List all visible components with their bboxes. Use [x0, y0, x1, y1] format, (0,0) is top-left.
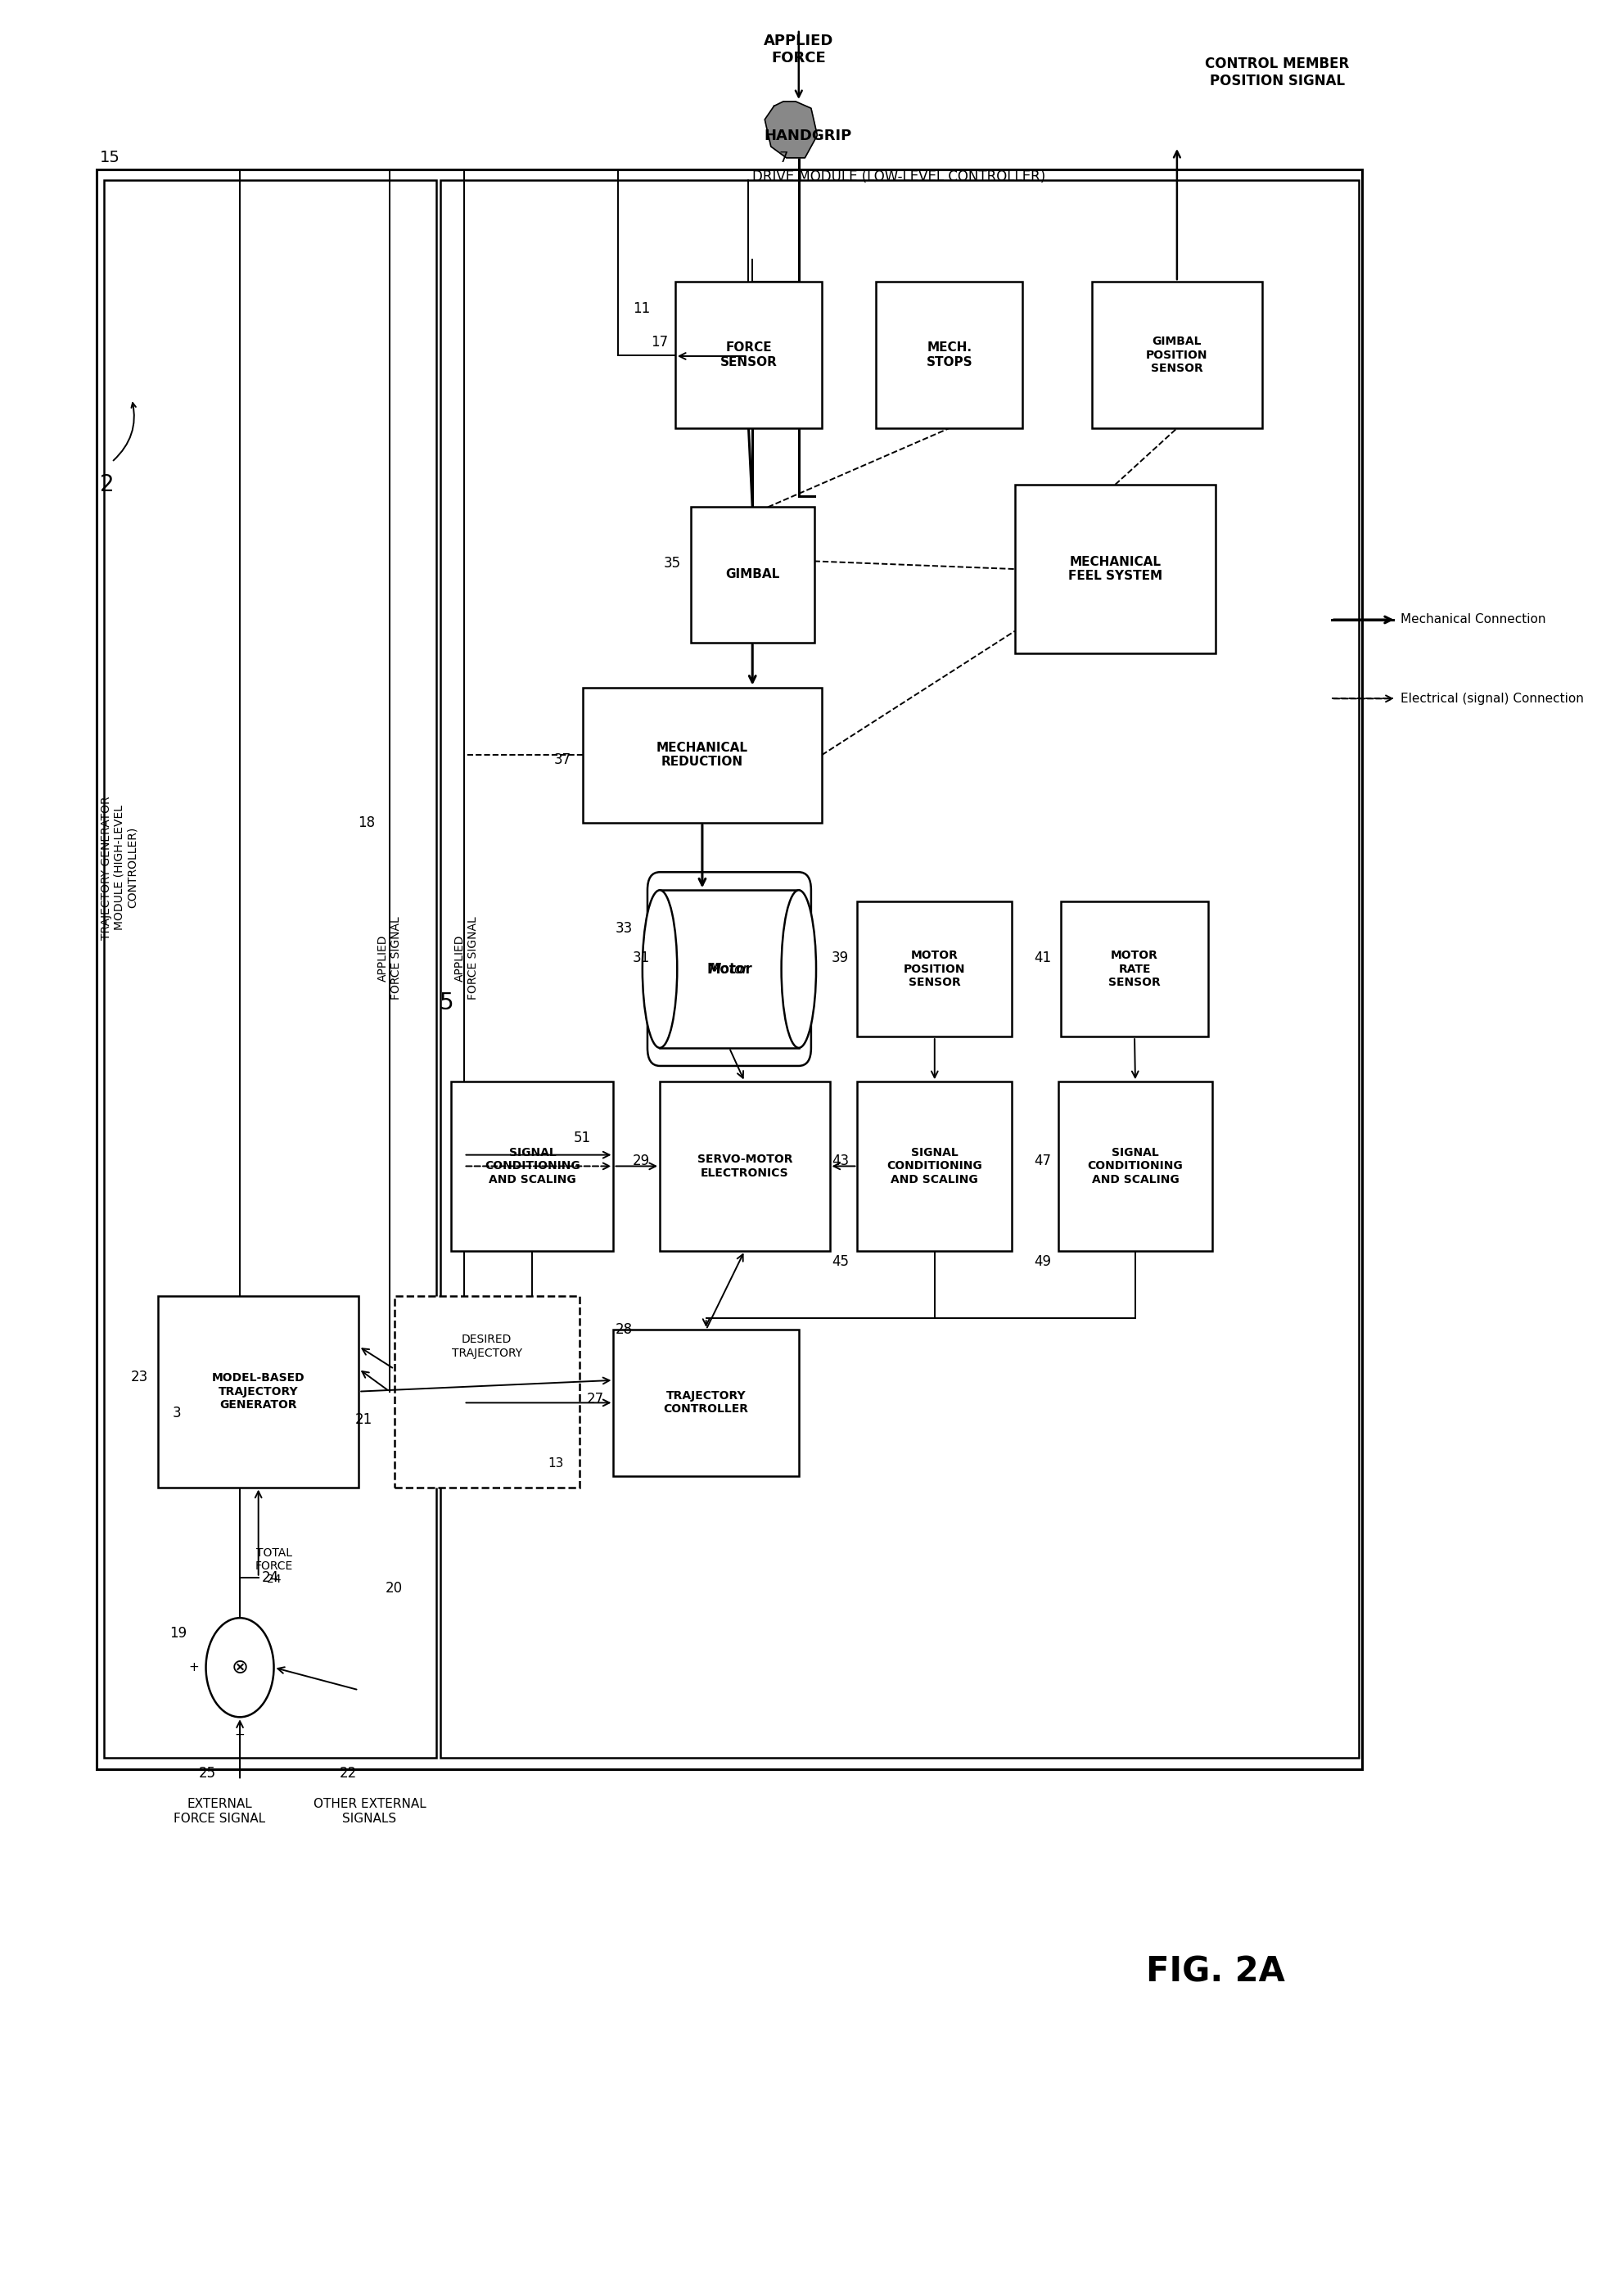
Text: Motor: Motor [706, 963, 752, 976]
Bar [1015, 485, 1216, 653]
Bar [96, 168, 1363, 1768]
Text: SERVO-MOTOR
ELECTRONICS: SERVO-MOTOR ELECTRONICS [697, 1154, 793, 1179]
FancyBboxPatch shape [648, 872, 810, 1065]
Text: CONTROL MEMBER
POSITION SIGNAL: CONTROL MEMBER POSITION SIGNAL [1205, 57, 1350, 89]
Text: TOTAL
FORCE
24: TOTAL FORCE 24 [255, 1548, 294, 1584]
Text: MECHANICAL
REDUCTION: MECHANICAL REDUCTION [656, 742, 749, 769]
Bar [158, 1295, 359, 1486]
Bar [875, 282, 1023, 428]
Text: TRAJECTORY GENERATOR
MODULE (HIGH-LEVEL
CONTROLLER): TRAJECTORY GENERATOR MODULE (HIGH-LEVEL … [101, 797, 138, 940]
Text: DRIVE MODULE (LOW-LEVEL CONTROLLER): DRIVE MODULE (LOW-LEVEL CONTROLLER) [752, 168, 1046, 184]
Text: +: + [234, 1730, 245, 1741]
Text: SIGNAL
CONDITIONING
AND SCALING: SIGNAL CONDITIONING AND SCALING [887, 1147, 983, 1186]
Text: DESIRED
TRAJECTORY: DESIRED TRAJECTORY [451, 1334, 523, 1359]
Text: 20: 20 [385, 1582, 403, 1595]
Text: Motor: Motor [710, 963, 749, 976]
Text: FORCE
SENSOR: FORCE SENSOR [719, 341, 778, 369]
Text: MECHANICAL
FEEL SYSTEM: MECHANICAL FEEL SYSTEM [1069, 555, 1163, 583]
Text: FIG. 2A: FIG. 2A [1147, 1955, 1285, 1989]
Text: MODEL-BASED
TRAJECTORY
GENERATOR: MODEL-BASED TRAJECTORY GENERATOR [211, 1372, 305, 1411]
Bar [440, 180, 1359, 1757]
Text: 15: 15 [101, 150, 120, 166]
Bar [857, 1081, 1012, 1252]
Text: APPLIED
FORCE SIGNAL: APPLIED FORCE SIGNAL [455, 915, 479, 999]
Bar [451, 1081, 614, 1252]
Text: 35: 35 [664, 555, 680, 571]
Bar [1091, 282, 1262, 428]
Text: 2: 2 [99, 473, 114, 496]
Text: 24: 24 [261, 1570, 279, 1584]
Bar [1059, 1081, 1213, 1252]
Text: 7: 7 [778, 150, 788, 166]
Text: MECH.
STOPS: MECH. STOPS [926, 341, 973, 369]
Text: 37: 37 [554, 751, 572, 767]
Text: 43: 43 [831, 1154, 849, 1168]
Text: SIGNAL
CONDITIONING
AND SCALING: SIGNAL CONDITIONING AND SCALING [484, 1147, 580, 1186]
Bar [676, 282, 822, 428]
Text: EXTERNAL
FORCE SIGNAL: EXTERNAL FORCE SIGNAL [174, 1798, 266, 1825]
Bar [614, 1329, 799, 1477]
Text: MOTOR
POSITION
SENSOR: MOTOR POSITION SENSOR [903, 949, 966, 988]
Text: 21: 21 [354, 1413, 372, 1427]
Text: APPLIED
FORCE: APPLIED FORCE [763, 34, 833, 66]
Bar [104, 180, 435, 1757]
Text: ⊗: ⊗ [231, 1657, 248, 1677]
Text: 41: 41 [1034, 951, 1051, 965]
Text: Mechanical Connection: Mechanical Connection [1402, 615, 1546, 626]
Text: 17: 17 [651, 335, 669, 351]
Bar [659, 890, 799, 1047]
Text: 19: 19 [169, 1627, 187, 1641]
Bar [1060, 901, 1208, 1036]
Text: 31: 31 [633, 951, 650, 965]
Text: 11: 11 [633, 300, 650, 316]
Text: 23: 23 [132, 1370, 148, 1384]
Text: 13: 13 [549, 1457, 564, 1470]
Ellipse shape [781, 890, 817, 1047]
Text: 27: 27 [586, 1393, 604, 1407]
Text: 28: 28 [615, 1322, 633, 1336]
Text: 45: 45 [831, 1254, 849, 1270]
Text: 51: 51 [573, 1131, 591, 1145]
Text: MOTOR
RATE
SENSOR: MOTOR RATE SENSOR [1109, 949, 1161, 988]
Text: 5: 5 [440, 992, 455, 1015]
Text: TRAJECTORY
CONTROLLER: TRAJECTORY CONTROLLER [664, 1391, 749, 1416]
Bar [857, 901, 1012, 1036]
Text: 3: 3 [172, 1407, 180, 1420]
Bar [395, 1295, 580, 1486]
Text: 47: 47 [1034, 1154, 1051, 1168]
Text: GIMBAL: GIMBAL [726, 569, 780, 580]
Text: 22: 22 [339, 1766, 357, 1780]
Text: 18: 18 [357, 815, 375, 831]
Text: 25: 25 [198, 1766, 216, 1780]
Bar [659, 1081, 830, 1252]
Text: APPLIED
FORCE SIGNAL: APPLIED FORCE SIGNAL [377, 915, 403, 999]
Bar [583, 687, 822, 822]
Text: +: + [188, 1661, 198, 1673]
Text: SIGNAL
CONDITIONING
AND SCALING: SIGNAL CONDITIONING AND SCALING [1088, 1147, 1184, 1186]
Text: OTHER EXTERNAL
SIGNALS: OTHER EXTERNAL SIGNALS [313, 1798, 425, 1825]
Ellipse shape [643, 890, 677, 1047]
Text: Electrical (signal) Connection: Electrical (signal) Connection [1402, 692, 1583, 706]
Text: GIMBAL
POSITION
SENSOR: GIMBAL POSITION SENSOR [1147, 337, 1208, 373]
Text: HANDGRIP: HANDGRIP [765, 127, 853, 143]
Bar [690, 508, 814, 642]
Text: 49: 49 [1034, 1254, 1051, 1270]
Text: 29: 29 [633, 1154, 650, 1168]
Text: 39: 39 [831, 951, 849, 965]
Polygon shape [765, 102, 817, 157]
Text: 33: 33 [615, 922, 633, 935]
